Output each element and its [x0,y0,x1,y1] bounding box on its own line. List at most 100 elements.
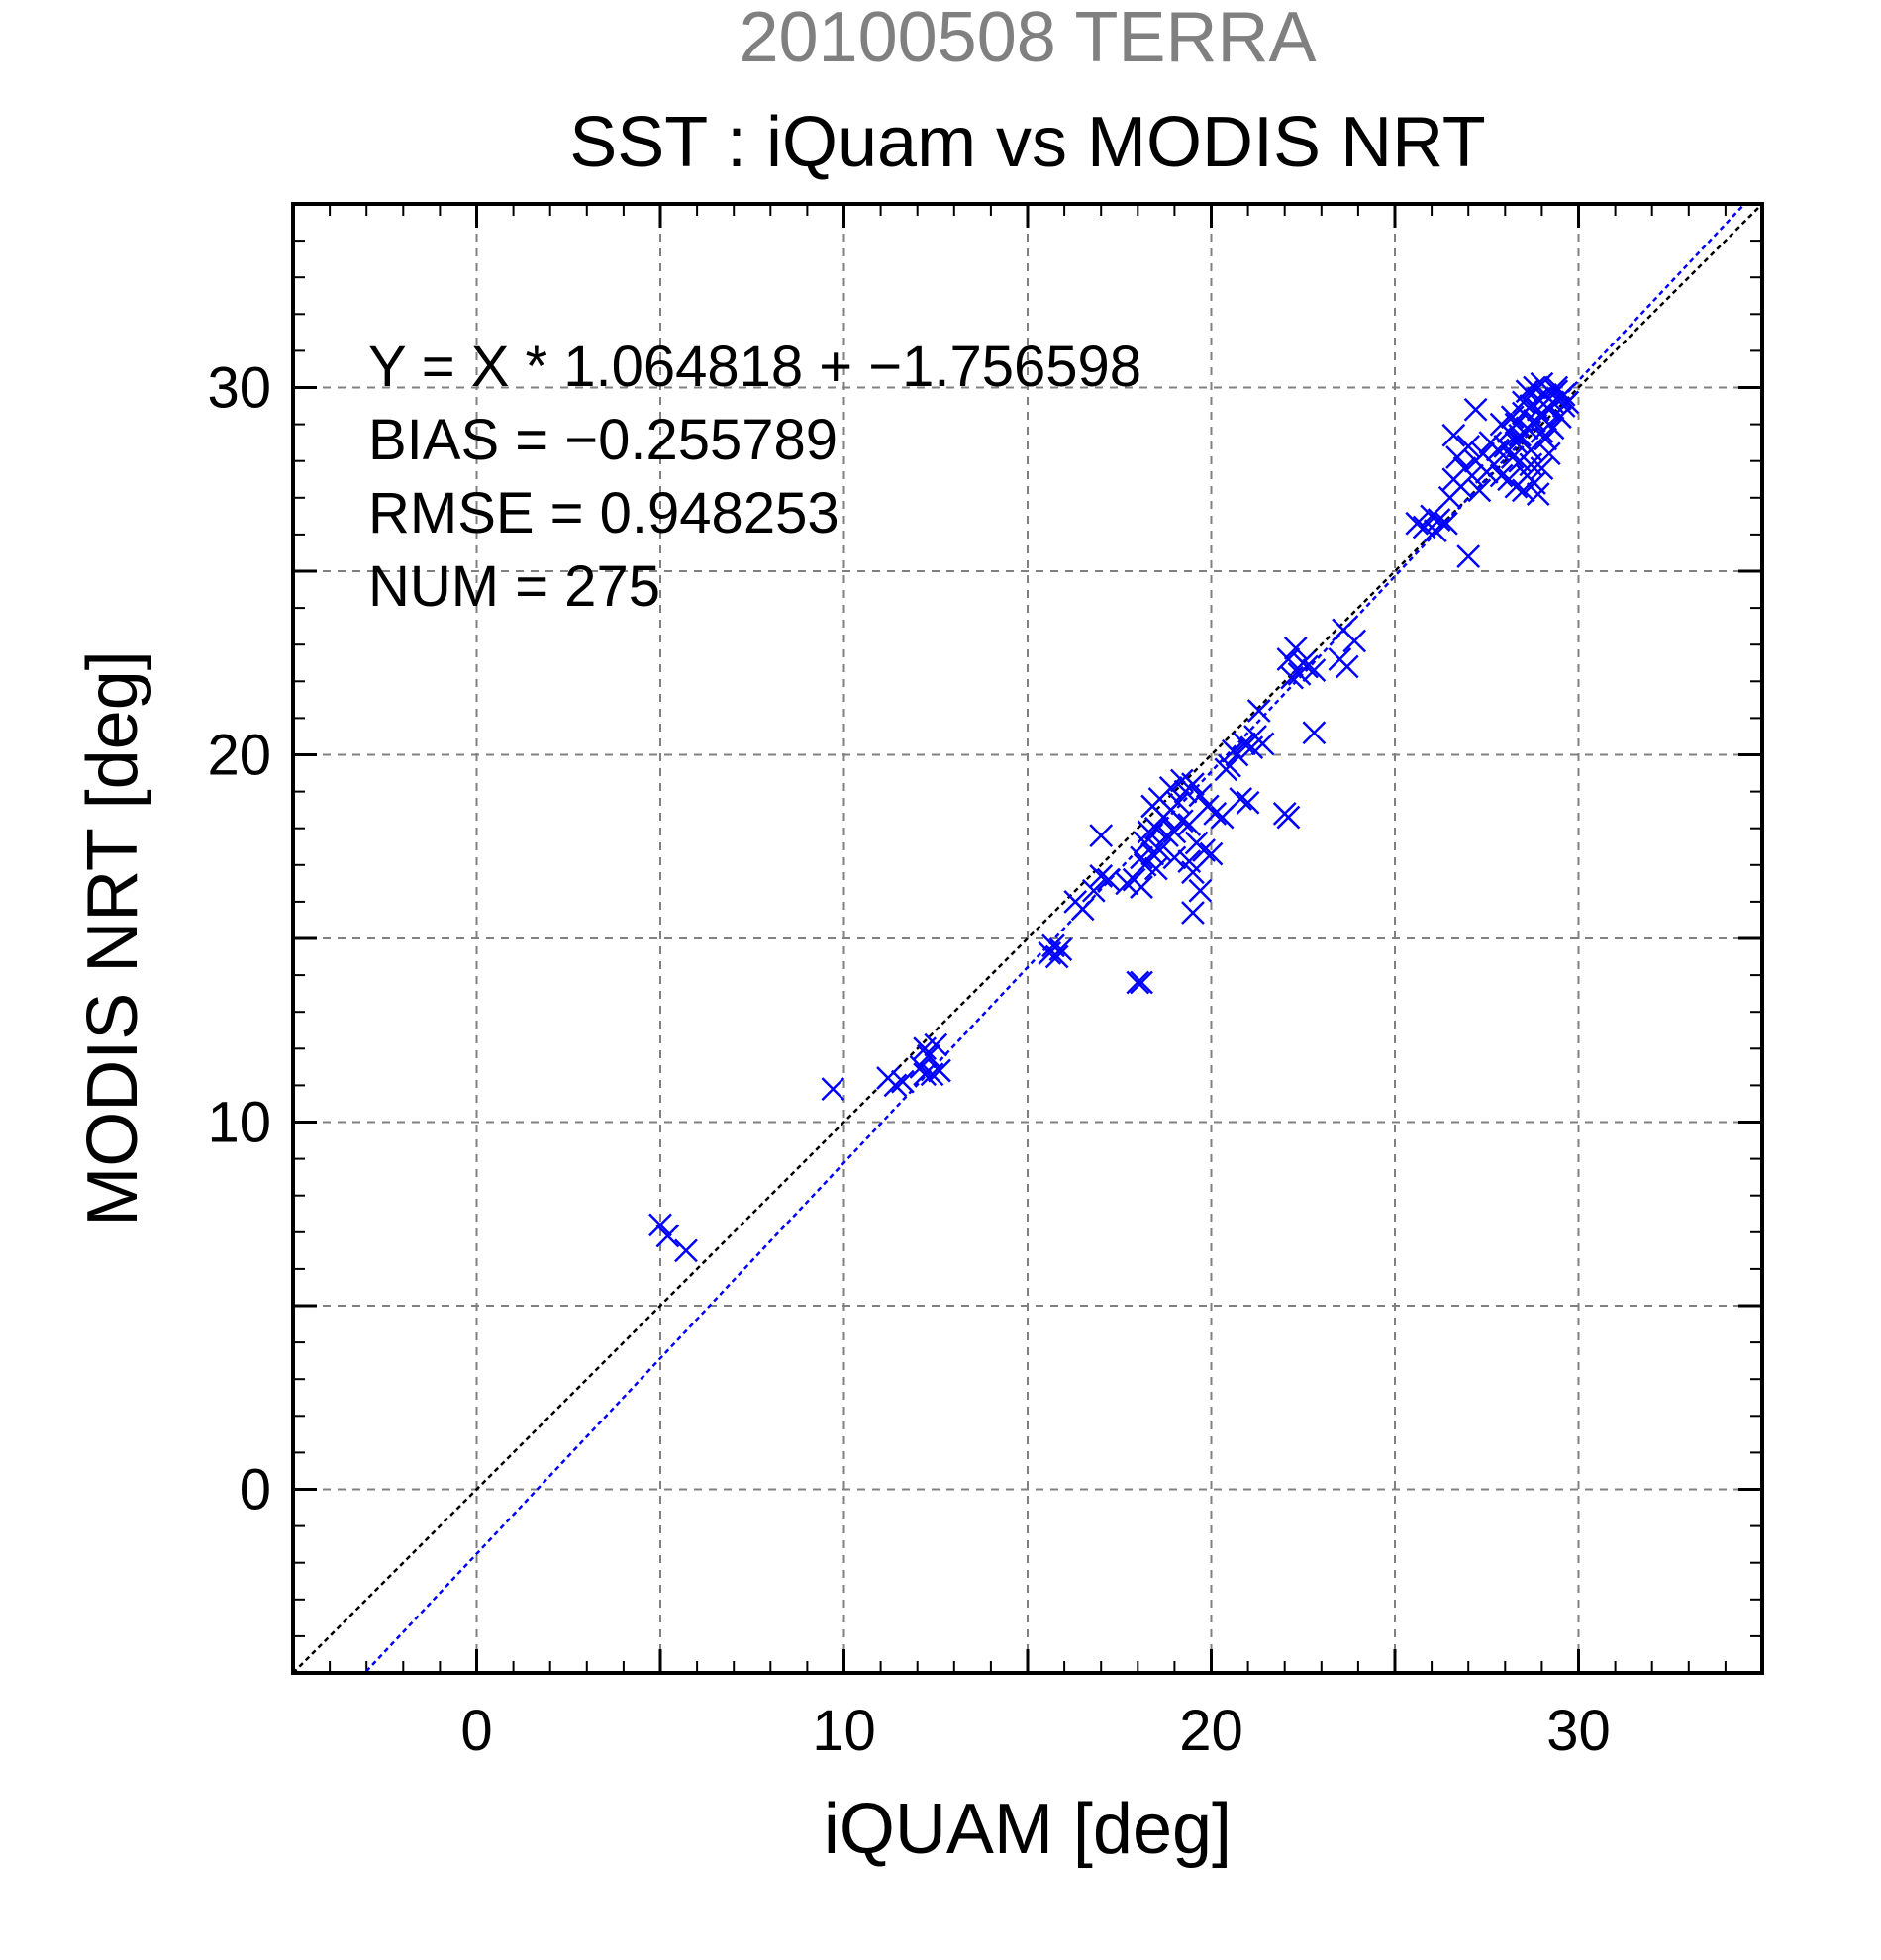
data-point [1548,405,1572,430]
y-tick-label: 30 [207,356,271,421]
data-point [1126,970,1150,995]
y-axis-label: MODIS NRT [deg] [73,650,152,1226]
stats-equation: Y = X * 1.064818 + −1.756598 [368,335,1141,399]
data-point [1500,405,1525,430]
data-point [1526,482,1550,506]
data-point [1276,647,1301,671]
data-point [1504,431,1529,455]
data-points [648,371,1580,1263]
data-point [1246,699,1271,723]
data-point [1140,841,1165,866]
data-point [1192,838,1216,862]
data-point [1041,933,1065,958]
data-point [1089,824,1114,848]
data-point [1500,445,1525,469]
data-point [1523,375,1546,400]
data-point [1423,519,1447,543]
data-point [1214,757,1238,782]
grid [293,204,1762,1673]
data-point [1181,901,1205,925]
data-point [1233,732,1256,756]
data-point [1551,383,1576,407]
data-point [1508,423,1533,447]
data-point [890,1069,915,1094]
data-point [1526,397,1550,422]
data-point [1497,467,1521,492]
major-ticks [293,204,1762,1673]
x-tick-label: 0 [460,1699,492,1763]
x-tick-labels: 0 10 20 30 [460,1699,1610,1763]
data-point [821,1077,845,1101]
reference-lines [293,204,1762,1673]
data-point [674,1238,698,1263]
data-point [924,1032,948,1057]
data-point [1070,897,1095,922]
data-point [1143,856,1168,881]
data-point [920,1062,944,1087]
data-point [1115,871,1139,896]
data-point [1130,970,1153,995]
stats-bias: BIAS = −0.255789 [368,408,838,472]
data-point [1203,801,1228,826]
x-tick-label: 30 [1546,1699,1611,1763]
y-tick-label: 20 [207,724,271,788]
data-point [916,1043,940,1068]
data-point [1162,845,1187,870]
data-point [1280,665,1305,690]
data-point [1295,654,1319,679]
data-point [1511,478,1535,503]
data-point [1096,867,1121,892]
data-point [1225,742,1249,767]
data-point [1169,768,1194,793]
data-point [648,1213,672,1237]
chart-title: SST : iQuam vs MODIS NRT [569,103,1486,182]
data-point [1250,732,1275,756]
data-point [1130,875,1153,899]
data-point [1236,790,1260,815]
data-point [1519,452,1543,477]
data-point [1456,544,1481,569]
y-tick-labels: 0 10 20 30 [207,356,271,1522]
data-point [1048,937,1073,962]
data-point [1158,776,1183,800]
data-point [1162,820,1187,844]
data-point [1456,434,1481,458]
data-point [1229,787,1253,811]
y-tick-label: 0 [240,1458,271,1522]
x-tick-label: 20 [1179,1699,1243,1763]
data-point [1460,463,1484,488]
data-point [1166,790,1190,815]
data-point [1530,371,1554,396]
x-axis-label: iQUAM [deg] [824,1790,1232,1869]
data-point [1283,637,1308,660]
data-point [1276,805,1301,830]
data-point [1467,478,1492,503]
x-tick-label: 10 [812,1699,876,1763]
data-point [928,1058,951,1083]
y-tick-label: 10 [207,1091,271,1155]
data-point [1555,390,1580,415]
identity-line [293,204,1762,1673]
data-point [1530,420,1554,443]
stats-rmse: RMSE = 0.948253 [368,481,840,545]
data-point [1441,423,1466,447]
data-point [1199,841,1224,866]
data-point [1420,504,1443,529]
data-point [655,1224,680,1248]
chart-supertitle: 20100508 TERRA [739,0,1316,77]
data-point [1302,721,1327,745]
data-point [1089,864,1114,888]
data-point [1210,805,1235,830]
data-point [1177,813,1202,836]
data-point [1463,397,1488,422]
stats-annotation: Y = X * 1.064818 + −1.756598 BIAS = −0.2… [368,335,1141,619]
data-point [1489,412,1514,437]
data-point [1435,511,1458,536]
data-point [909,1054,934,1079]
plot-frame [291,202,1764,1675]
data-point [1405,511,1430,536]
data-point [1169,809,1194,833]
data-point [1489,463,1514,488]
regression-line [362,204,1746,1673]
